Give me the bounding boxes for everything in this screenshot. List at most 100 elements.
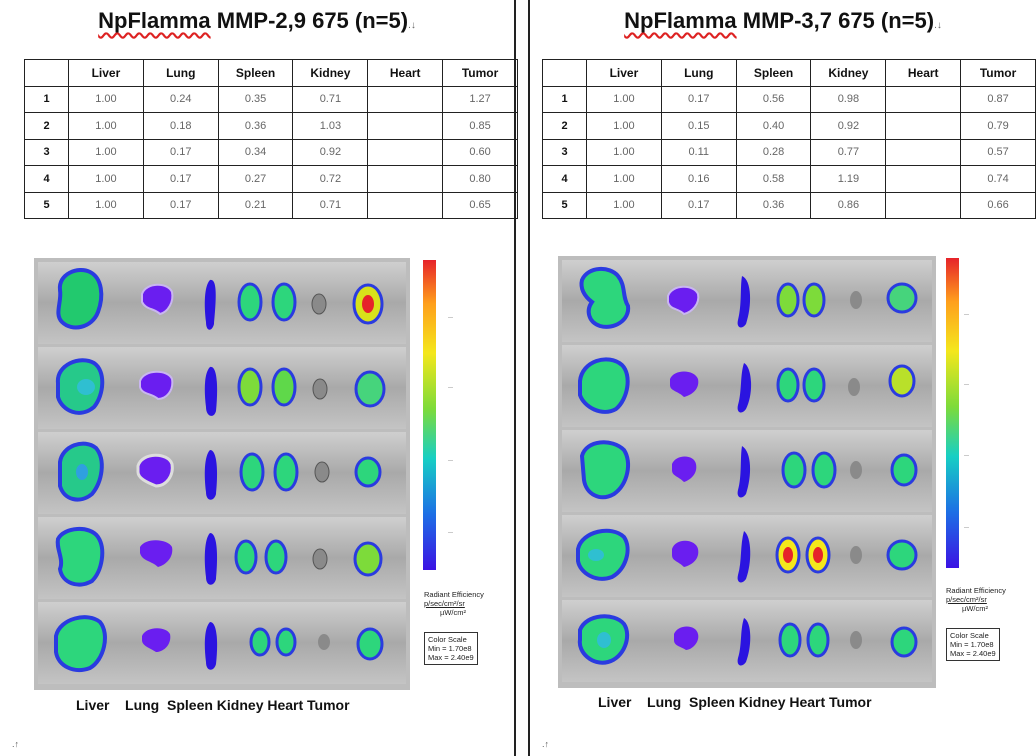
table-cell bbox=[367, 191, 444, 219]
panel-title: NpFlamma MMP-3,7 675 (n=5).↓ bbox=[624, 8, 942, 33]
table-cell bbox=[885, 191, 962, 219]
table-cell: 0.98 bbox=[810, 85, 887, 113]
table-cell: 0.17 bbox=[142, 191, 219, 219]
row-number: 4 bbox=[542, 165, 587, 193]
color-scale-box: Color Scale Min = 1.70e8 Max = 2.40e9 bbox=[946, 628, 1000, 661]
table-cell: 1.00 bbox=[586, 191, 662, 219]
table-cell bbox=[885, 138, 962, 166]
table-cell: 0.85 bbox=[442, 112, 518, 140]
table-cell: 0.36 bbox=[217, 112, 294, 140]
title-rest: MMP-2,9 675 (n=5) bbox=[210, 8, 409, 33]
table-row: 5 1.00 0.17 0.36 0.86 0.66 bbox=[542, 191, 1036, 219]
table-cell: 0.86 bbox=[810, 191, 887, 219]
table-cell: 0.56 bbox=[735, 85, 812, 113]
table-cell: 0.24 bbox=[142, 85, 219, 113]
table-row: 5 1.00 0.17 0.21 0.71 0.65 bbox=[24, 191, 518, 219]
table-cell: 0.77 bbox=[810, 138, 887, 166]
fluorescence-image bbox=[34, 258, 410, 690]
table-cell: 0.66 bbox=[960, 191, 1036, 219]
table-cell: 0.80 bbox=[442, 165, 518, 193]
table-cell: 0.65 bbox=[442, 191, 518, 219]
table-cell: 0.34 bbox=[217, 138, 294, 166]
table-cell: 0.60 bbox=[442, 138, 518, 166]
table-row: 3 1.00 0.11 0.28 0.77 0.57 bbox=[542, 138, 1036, 166]
organ-signals bbox=[54, 268, 386, 672]
table-header: Tumor bbox=[960, 59, 1036, 87]
table-cell bbox=[367, 85, 444, 113]
table-header: Lung bbox=[660, 59, 737, 87]
table-header: Spleen bbox=[735, 59, 812, 87]
table-cell: 1.00 bbox=[68, 191, 144, 219]
color-scale-bar bbox=[946, 258, 959, 568]
table-cell bbox=[885, 112, 962, 140]
row-number: 5 bbox=[542, 191, 587, 219]
organ-labels: Liver Lung Spleen Kidney Heart Tumor bbox=[598, 694, 872, 710]
panel-mmp-2-9: NpFlamma MMP-2,9 675 (n=5).↓ Liver Lung … bbox=[0, 0, 518, 756]
table-cell bbox=[367, 165, 444, 193]
table-cell: 0.72 bbox=[292, 165, 369, 193]
table-cell bbox=[885, 165, 962, 193]
table-header-row: Liver Lung Spleen Kidney Heart Tumor bbox=[542, 59, 1036, 87]
table-header bbox=[542, 59, 587, 87]
table-row: 3 1.00 0.17 0.34 0.92 0.60 bbox=[24, 138, 518, 166]
table-row: 4 1.00 0.17 0.27 0.72 0.80 bbox=[24, 165, 518, 193]
scale-caption: Radiant Efficiency p/sec/cm²/sr µW/cm² bbox=[424, 590, 484, 617]
table-cell bbox=[367, 112, 444, 140]
table-cell: 1.00 bbox=[586, 138, 662, 166]
organ-labels: Liver Lung Spleen Kidney Heart Tumor bbox=[76, 697, 350, 713]
table-cell: 1.00 bbox=[68, 112, 144, 140]
table-row: 4 1.00 0.16 0.58 1.19 0.74 bbox=[542, 165, 1036, 193]
table-header bbox=[24, 59, 69, 87]
table-cell: 0.92 bbox=[292, 138, 369, 166]
table-cell: 0.36 bbox=[735, 191, 812, 219]
table-cell: 1.00 bbox=[586, 112, 662, 140]
table-cell bbox=[885, 85, 962, 113]
table-row: 2 1.00 0.15 0.40 0.92 0.79 bbox=[542, 112, 1036, 140]
table-header: Heart bbox=[367, 59, 444, 87]
table-cell: 0.17 bbox=[142, 138, 219, 166]
panel-title: NpFlamma MMP-2,9 675 (n=5).↓ bbox=[98, 8, 416, 33]
table-header: Heart bbox=[885, 59, 962, 87]
color-scale-box: Color Scale Min = 1.70e8 Max = 2.40e9 bbox=[424, 632, 478, 665]
table-header: Kidney bbox=[810, 59, 887, 87]
row-number: 1 bbox=[542, 85, 587, 113]
table-cell: 0.92 bbox=[810, 112, 887, 140]
table-header: Spleen bbox=[217, 59, 294, 87]
table-cell: 0.27 bbox=[217, 165, 294, 193]
color-scale-bar bbox=[423, 260, 436, 570]
table-header: Liver bbox=[68, 59, 144, 87]
row-number: 3 bbox=[542, 138, 587, 166]
table-cell: 0.17 bbox=[142, 165, 219, 193]
row-number: 2 bbox=[24, 112, 69, 140]
table-cell: 1.03 bbox=[292, 112, 369, 140]
table-cell: 0.28 bbox=[735, 138, 812, 166]
table-cell: 0.11 bbox=[660, 138, 737, 166]
table-cell: 1.27 bbox=[442, 85, 518, 113]
ratio-table: Liver Lung Spleen Kidney Heart Tumor 1 1… bbox=[542, 59, 1036, 219]
fluorescence-image bbox=[558, 256, 936, 688]
title-rest: MMP-3,7 675 (n=5) bbox=[736, 8, 935, 33]
table-cell: 1.00 bbox=[68, 165, 144, 193]
table-row: 1 1.00 0.17 0.56 0.98 0.87 bbox=[542, 85, 1036, 113]
table-cell: 1.00 bbox=[68, 85, 144, 113]
table-cell: 0.35 bbox=[217, 85, 294, 113]
scale-caption: Radiant Efficiency p/sec/cm²/sr µW/cm² bbox=[946, 586, 1006, 613]
table-cell: 1.19 bbox=[810, 165, 887, 193]
organ-signals bbox=[576, 267, 918, 666]
table-cell: 1.00 bbox=[586, 85, 662, 113]
table-cell: 0.16 bbox=[660, 165, 737, 193]
table-header: Liver bbox=[586, 59, 662, 87]
table-header: Tumor bbox=[442, 59, 518, 87]
table-header-row: Liver Lung Spleen Kidney Heart Tumor bbox=[24, 59, 518, 87]
table-cell: 0.71 bbox=[292, 191, 369, 219]
ratio-table: Liver Lung Spleen Kidney Heart Tumor 1 1… bbox=[24, 59, 518, 219]
table-cell: 0.87 bbox=[960, 85, 1036, 113]
table-header: Lung bbox=[142, 59, 219, 87]
table-cell: 0.21 bbox=[217, 191, 294, 219]
table-cell: 0.74 bbox=[960, 165, 1036, 193]
row-number: 3 bbox=[24, 138, 69, 166]
table-cell bbox=[367, 138, 444, 166]
row-number: 1 bbox=[24, 85, 69, 113]
table-cell: 0.15 bbox=[660, 112, 737, 140]
table-cell: 1.00 bbox=[586, 165, 662, 193]
